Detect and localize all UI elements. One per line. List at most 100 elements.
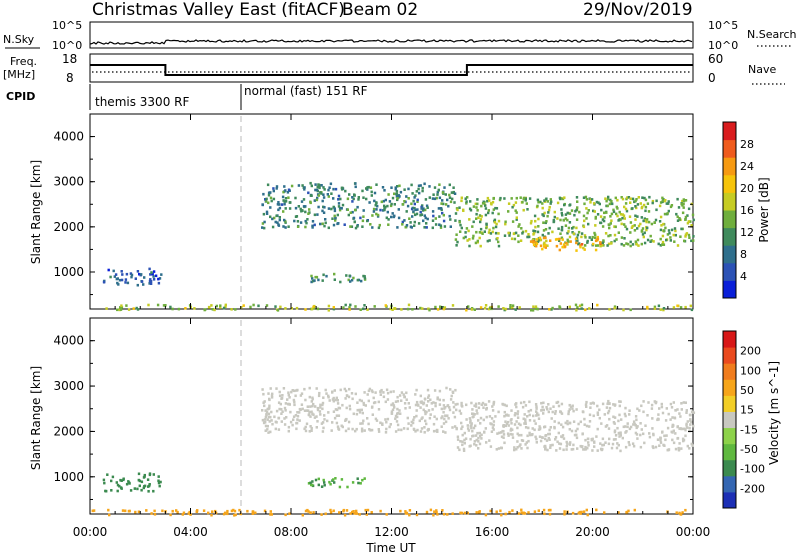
echo-cell: [460, 511, 464, 515]
echo-cell: [423, 397, 427, 401]
cpid-mode-2: normal (fast) 151 RF: [244, 84, 368, 98]
echo-cell: [355, 509, 358, 513]
echo-cell: [491, 230, 494, 234]
echo-cell: [270, 199, 273, 203]
echo-cell: [271, 392, 274, 396]
echo-cell: [302, 198, 306, 201]
echo-cell: [481, 232, 484, 235]
echo-cell: [673, 227, 677, 230]
echo-cell: [438, 215, 441, 218]
echo-cell: [113, 275, 116, 278]
echo-cell: [476, 239, 479, 243]
echo-cell: [593, 210, 596, 213]
echo-cell: [254, 511, 257, 515]
echo-cell: [418, 419, 421, 423]
echo-cell: [377, 408, 381, 411]
echo-cell: [542, 408, 545, 412]
echo-cell: [375, 201, 378, 205]
freq-left-label-1: Freq.: [10, 55, 37, 68]
echo-cell: [571, 511, 575, 515]
echo-cell: [482, 202, 486, 205]
echo-cell: [336, 399, 339, 402]
echo-cell: [517, 433, 521, 437]
echo-cell: [585, 508, 588, 512]
echo-cell: [648, 432, 651, 435]
echo-cell: [276, 309, 280, 312]
echo-cell: [268, 404, 271, 408]
echo-cell: [153, 513, 157, 516]
echo-cell: [301, 209, 304, 212]
echo-cell: [359, 216, 362, 220]
echo-cell: [419, 184, 422, 187]
echo-cell: [321, 209, 324, 213]
echo-cell: [171, 509, 174, 513]
colorbar-swatch: [723, 122, 736, 141]
echo-cell: [376, 213, 380, 217]
echo-cell: [332, 197, 335, 200]
echo-cell: [684, 434, 687, 438]
echo-cell: [427, 400, 430, 403]
echo-cell: [441, 306, 444, 309]
echo-cell: [304, 308, 307, 311]
echo-cell: [453, 192, 457, 195]
echo-cell: [479, 422, 482, 425]
colorbar-tick-label: 28: [740, 138, 754, 151]
echo-cell: [176, 510, 179, 514]
echo-cell: [481, 401, 485, 405]
echo-cell: [480, 437, 483, 440]
echo-cell: [608, 402, 611, 405]
echo-cell: [583, 219, 586, 223]
echo-cell: [545, 239, 548, 243]
echo-cell: [527, 410, 530, 413]
echo-cell: [309, 201, 312, 205]
echo-cell: [471, 237, 475, 240]
echo-cell: [559, 242, 562, 245]
echo-cell: [442, 430, 445, 433]
echo-cell: [285, 416, 288, 419]
echo-cell: [399, 190, 403, 194]
echo-cell: [636, 437, 639, 440]
echo-cell: [195, 510, 199, 513]
echo-cell: [660, 402, 663, 406]
echo-cell: [353, 512, 356, 515]
echo-cell: [631, 243, 635, 246]
echo-cell: [312, 307, 316, 310]
echo-cell: [540, 408, 544, 412]
echo-cell: [401, 223, 404, 226]
echo-cell: [478, 431, 481, 435]
echo-cell: [688, 447, 691, 450]
echo-cell: [648, 195, 651, 199]
echo-cell: [590, 198, 594, 201]
echo-cell: [547, 403, 550, 406]
echo-cell: [661, 240, 665, 244]
echo-cell: [403, 402, 407, 405]
colorbar-frame: [722, 330, 737, 509]
echo-cell: [452, 411, 455, 414]
echo-cell: [610, 242, 613, 245]
colorbar-swatch: [723, 280, 736, 299]
echo-cell: [423, 214, 426, 217]
echo-cell: [384, 418, 387, 421]
echo-cell: [621, 216, 624, 220]
echo-cell: [576, 233, 580, 237]
echo-cell: [626, 196, 629, 199]
echo-cell: [615, 446, 619, 450]
echo-cell: [396, 395, 399, 399]
echo-cell: [570, 429, 574, 433]
echo-cell: [410, 420, 413, 424]
echo-cell: [273, 216, 276, 220]
echo-cell: [651, 427, 654, 430]
echo-cell: [485, 441, 488, 444]
echo-cell: [304, 425, 307, 429]
echo-cell: [428, 308, 431, 312]
echo-cell: [284, 189, 287, 192]
echo-cell: [380, 388, 383, 392]
echo-cell: [158, 484, 161, 488]
echo-cell: [334, 219, 337, 222]
echo-cell: [379, 208, 382, 212]
echo-cell: [344, 397, 347, 400]
echo-cell: [147, 303, 150, 307]
echo-cell: [267, 201, 270, 205]
echo-cell: [544, 246, 547, 249]
